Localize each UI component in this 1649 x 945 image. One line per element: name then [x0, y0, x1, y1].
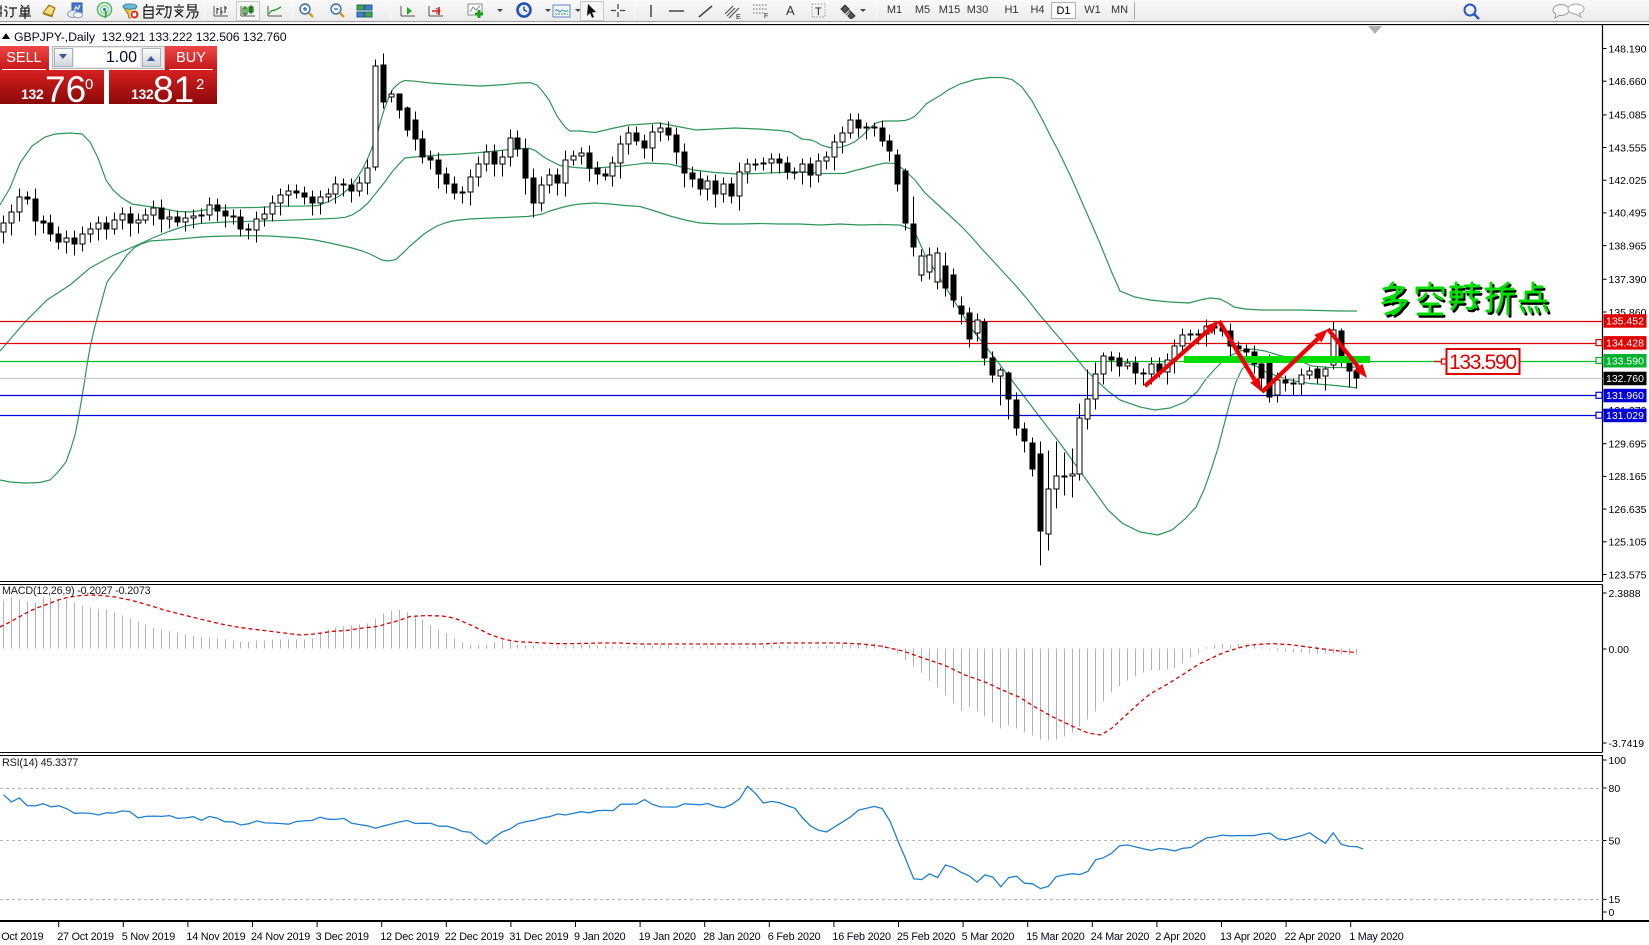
svg-text:133.590: 133.590 — [1606, 355, 1644, 367]
svg-text:131.029: 131.029 — [1606, 410, 1644, 422]
svg-text:142.025: 142.025 — [1609, 175, 1647, 187]
svg-text:126.635: 126.635 — [1609, 504, 1647, 516]
svg-text:143.555: 143.555 — [1609, 142, 1647, 154]
svg-text:132.760: 132.760 — [1606, 373, 1644, 385]
svg-text:14 Nov 2019: 14 Nov 2019 — [186, 931, 245, 943]
svg-text:128.165: 128.165 — [1609, 471, 1647, 483]
svg-text:145.085: 145.085 — [1609, 110, 1647, 122]
svg-text:146.660: 146.660 — [1609, 76, 1647, 88]
svg-text:5 Nov 2019: 5 Nov 2019 — [122, 931, 175, 943]
svg-text:24 Mar 2020: 24 Mar 2020 — [1091, 931, 1150, 943]
svg-text:129.695: 129.695 — [1609, 439, 1647, 451]
svg-text:19 Jan 2020: 19 Jan 2020 — [639, 931, 696, 943]
svg-text:50: 50 — [1609, 835, 1621, 847]
svg-text:125.105: 125.105 — [1609, 537, 1647, 549]
svg-text:MACD(12,26,9) -0.2027 -0.2073: MACD(12,26,9) -0.2027 -0.2073 — [2, 585, 151, 597]
svg-text:131.960: 131.960 — [1606, 390, 1644, 402]
svg-text:123.575: 123.575 — [1609, 569, 1647, 581]
svg-text:16 Feb 2020: 16 Feb 2020 — [832, 931, 891, 943]
svg-text:2 Apr 2020: 2 Apr 2020 — [1155, 931, 1205, 943]
svg-text:27 Oct 2019: 27 Oct 2019 — [57, 931, 114, 943]
svg-text:13 Apr 2020: 13 Apr 2020 — [1220, 931, 1276, 943]
svg-text:GBPJPY-,Daily 132.921 133.222: GBPJPY-,Daily 132.921 133.222 132.506 13… — [14, 30, 287, 44]
svg-text:24 Nov 2019: 24 Nov 2019 — [251, 931, 310, 943]
svg-text:E: E — [736, 14, 741, 19]
svg-text:1 May 2020: 1 May 2020 — [1349, 931, 1404, 943]
svg-text:15: 15 — [1609, 894, 1621, 906]
svg-text:133.590: 133.590 — [1449, 351, 1517, 374]
svg-text:0.00: 0.00 — [1609, 644, 1630, 656]
svg-text:5 Mar 2020: 5 Mar 2020 — [962, 931, 1015, 943]
svg-text:0: 0 — [1609, 907, 1615, 919]
svg-text:2.3888: 2.3888 — [1609, 588, 1641, 600]
svg-text:134.428: 134.428 — [1606, 337, 1644, 349]
svg-text:3 Dec 2019: 3 Dec 2019 — [316, 931, 369, 943]
svg-text:148.190: 148.190 — [1609, 43, 1647, 55]
svg-text:22 Dec 2019: 22 Dec 2019 — [445, 931, 504, 943]
svg-text:22 Apr 2020: 22 Apr 2020 — [1285, 931, 1341, 943]
svg-text:138.965: 138.965 — [1609, 240, 1647, 252]
svg-text:15 Mar 2020: 15 Mar 2020 — [1026, 931, 1085, 943]
svg-text:80: 80 — [1609, 783, 1621, 795]
svg-text:RSI(14) 45.3377: RSI(14) 45.3377 — [2, 757, 78, 769]
svg-text:140.495: 140.495 — [1609, 208, 1647, 220]
svg-text:6 Feb 2020: 6 Feb 2020 — [768, 931, 821, 943]
svg-text:31 Dec 2019: 31 Dec 2019 — [509, 931, 568, 943]
svg-text:F: F — [764, 13, 768, 19]
svg-text:12 Dec 2019: 12 Dec 2019 — [380, 931, 439, 943]
svg-text:-3.7419: -3.7419 — [1609, 738, 1645, 750]
svg-text:28 Jan 2020: 28 Jan 2020 — [703, 931, 760, 943]
svg-text:T: T — [815, 6, 822, 18]
svg-text:9 Jan 2020: 9 Jan 2020 — [574, 931, 626, 943]
svg-text:135.452: 135.452 — [1606, 316, 1644, 328]
svg-text:25 Feb 2020: 25 Feb 2020 — [897, 931, 956, 943]
svg-text:137.390: 137.390 — [1609, 274, 1647, 286]
svg-text:100: 100 — [1609, 755, 1627, 767]
svg-text:7 Oct 2019: 7 Oct 2019 — [0, 931, 44, 943]
